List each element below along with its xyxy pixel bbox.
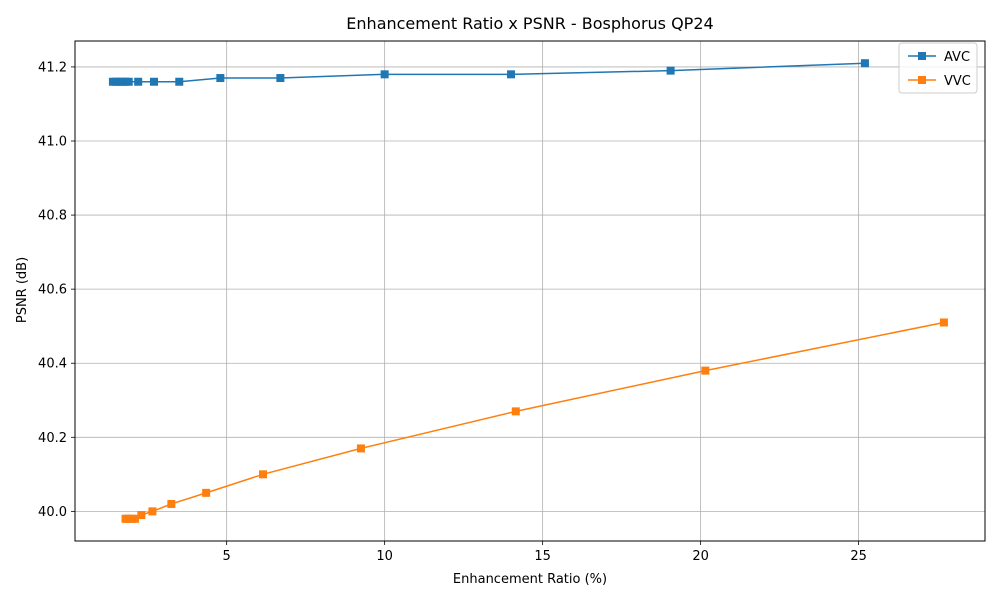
- x-tick-label: 15: [534, 549, 551, 564]
- x-tick-label: 10: [376, 549, 393, 564]
- grid-lines: [75, 41, 985, 541]
- data-point-vvc: [939, 318, 948, 327]
- x-tick-label: 5: [223, 549, 231, 564]
- data-point-avc: [149, 77, 158, 86]
- series-avc: [108, 59, 869, 86]
- data-point-avc: [860, 59, 869, 68]
- legend-label-avc: AVC: [944, 50, 970, 65]
- y-axis-label: PSNR (dB): [15, 257, 30, 323]
- series-layer: [108, 59, 948, 523]
- y-tick-label: 41.0: [38, 135, 67, 150]
- x-tick-label: 25: [850, 549, 867, 564]
- data-point-avc: [134, 77, 143, 86]
- data-point-vvc: [148, 507, 157, 516]
- data-point-avc: [276, 74, 285, 83]
- y-tick-label: 40.4: [38, 357, 67, 372]
- data-point-vvc: [701, 366, 710, 375]
- chart-title: Enhancement Ratio x PSNR - Bosphorus QP2…: [346, 14, 713, 33]
- legend: AVC VVC: [898, 42, 978, 94]
- y-tick-label: 41.2: [38, 60, 67, 75]
- data-point-avc: [175, 77, 184, 86]
- data-point-vvc: [137, 511, 146, 520]
- data-point-vvc: [356, 444, 365, 453]
- series-vvc: [121, 318, 948, 523]
- data-point-avc: [216, 74, 225, 83]
- data-point-avc: [124, 77, 133, 86]
- axis-ticks: 5 10 15 20 25 40.0 40.2 40.4 40.6 40.8 41.0 41.2: [38, 60, 867, 564]
- data-point-vvc: [259, 470, 267, 479]
- y-tick-label: 40.0: [38, 505, 67, 520]
- data-point-vvc: [202, 488, 211, 497]
- x-tick-label: 20: [692, 549, 709, 564]
- data-point-vvc: [167, 499, 176, 508]
- data-point-vvc: [131, 514, 140, 523]
- plot-frame: [74, 40, 986, 542]
- legend-marker-vvc: [918, 76, 926, 84]
- data-point-vvc: [511, 407, 520, 416]
- y-tick-label: 40.2: [38, 431, 67, 446]
- x-axis-label: Enhancement Ratio (%): [453, 572, 607, 587]
- legend-marker-avc: [918, 52, 926, 60]
- legend-label-vvc: VVC: [944, 74, 971, 89]
- data-point-avc: [507, 70, 516, 79]
- y-tick-label: 40.6: [38, 283, 67, 298]
- data-point-avc: [380, 70, 389, 79]
- y-tick-label: 40.8: [38, 209, 67, 224]
- data-point-avc: [666, 66, 675, 75]
